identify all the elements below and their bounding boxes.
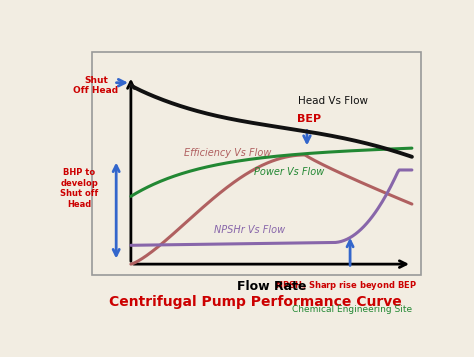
Text: Power Vs Flow: Power Vs Flow bbox=[254, 167, 324, 177]
Text: Centrifugal Pump Performance Curve: Centrifugal Pump Performance Curve bbox=[109, 295, 402, 309]
Text: NPSH$_a$ Sharp rise beyond BEP: NPSH$_a$ Sharp rise beyond BEP bbox=[275, 279, 418, 292]
Text: Efficiency Vs Flow: Efficiency Vs Flow bbox=[184, 148, 272, 158]
Text: Shut
Off Head: Shut Off Head bbox=[73, 76, 118, 95]
Text: BEP: BEP bbox=[297, 114, 321, 124]
Text: NPSHr Vs Flow: NPSHr Vs Flow bbox=[213, 225, 285, 235]
Text: BHP to
develop
Shut off
Head: BHP to develop Shut off Head bbox=[60, 169, 99, 208]
Text: Chemical Engineering Site: Chemical Engineering Site bbox=[292, 306, 412, 315]
Text: Head Vs Flow: Head Vs Flow bbox=[298, 96, 368, 106]
Text: Flow Rate: Flow Rate bbox=[237, 280, 306, 293]
Bar bbox=[92, 52, 421, 275]
